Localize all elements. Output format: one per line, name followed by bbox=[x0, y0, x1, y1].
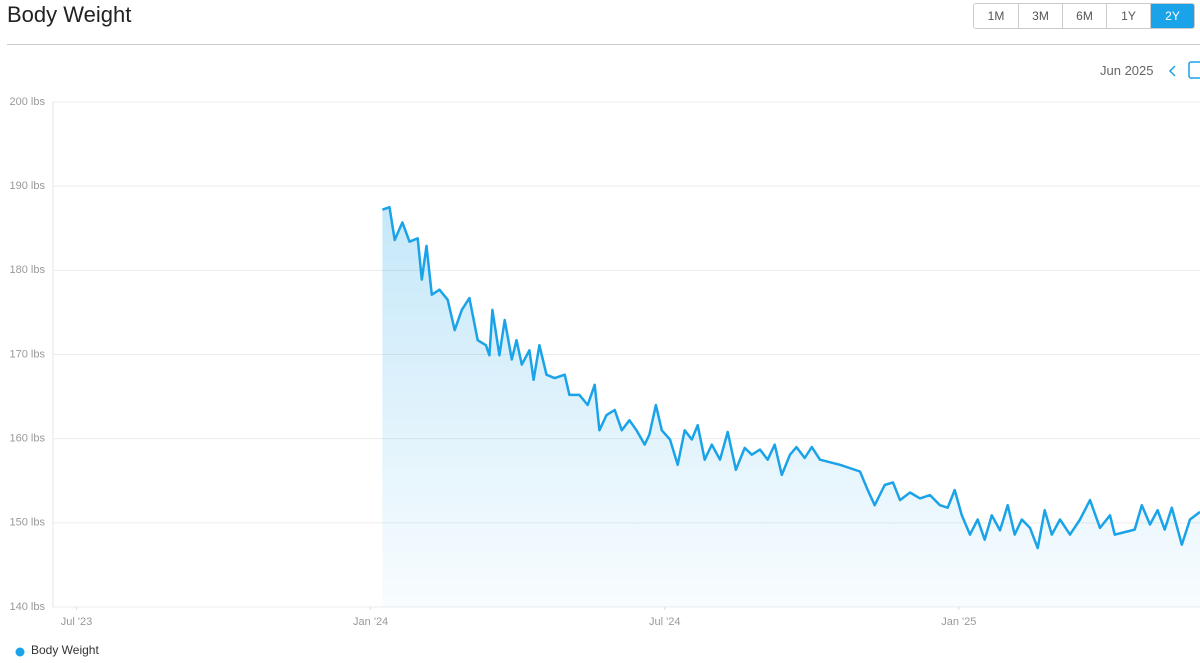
legend-label: Body Weight bbox=[31, 643, 99, 657]
y-tick-label: 170 lbs bbox=[10, 348, 46, 360]
range-button[interactable]: 3M bbox=[1018, 4, 1062, 28]
line bbox=[381, 205, 1200, 550]
range-button[interactable]: 6M bbox=[1062, 4, 1106, 28]
page-title: Body Weight bbox=[7, 2, 132, 27]
x-tick-label: Jul '24 bbox=[649, 616, 680, 628]
y-tick-label: 180 lbs bbox=[10, 264, 46, 276]
prev-button[interactable] bbox=[1168, 65, 1176, 77]
divider bbox=[7, 44, 1200, 45]
range-button[interactable]: 1Y bbox=[1106, 4, 1150, 28]
range-selector: 1M 3M 6M 1Y 2Y bbox=[973, 3, 1195, 29]
y-tick-label: 160 lbs bbox=[10, 433, 46, 445]
range-button[interactable]: 2Y bbox=[1150, 4, 1194, 28]
y-tick-label: 150 lbs bbox=[10, 517, 46, 529]
legend-marker bbox=[15, 647, 25, 657]
x-tick-label: Jan '24 bbox=[353, 616, 388, 628]
range-button[interactable]: 1M bbox=[974, 4, 1018, 28]
area bbox=[382, 207, 1200, 607]
y-tick-label: 190 lbs bbox=[10, 180, 46, 192]
y-tick-label: 140 lbs bbox=[10, 601, 46, 613]
x-tick-label: Jan '25 bbox=[941, 616, 976, 628]
x-tick-label: Jul '23 bbox=[61, 616, 92, 628]
period-label: Jun 2025 bbox=[1100, 63, 1154, 78]
y-tick-label: 200 lbs bbox=[10, 96, 46, 108]
calendar-button[interactable] bbox=[1188, 61, 1200, 79]
